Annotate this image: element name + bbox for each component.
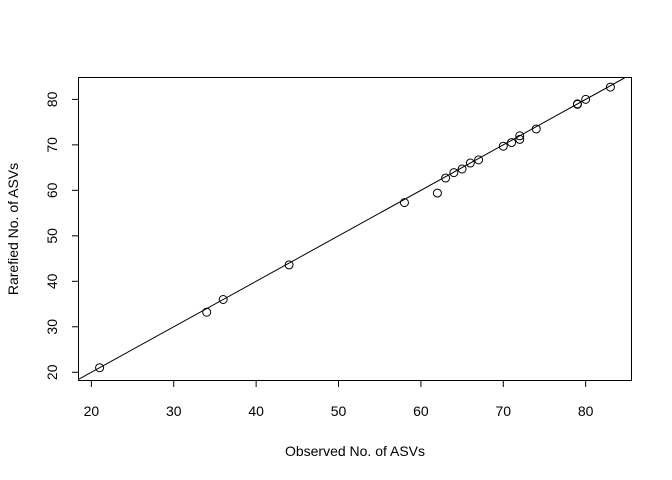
y-tick-label: 40 xyxy=(44,273,60,289)
data-point xyxy=(284,260,294,270)
data-point xyxy=(457,164,467,174)
data-point xyxy=(515,131,525,141)
x-tick-label: 20 xyxy=(84,403,100,419)
points-layer xyxy=(95,82,615,373)
data-point xyxy=(218,294,228,304)
x-tick-label: 50 xyxy=(331,403,347,419)
x-tick-label: 80 xyxy=(578,403,594,419)
reference-line xyxy=(78,77,625,380)
data-point xyxy=(441,173,451,183)
x-axis-label: Observed No. of ASVs xyxy=(285,443,425,459)
data-point xyxy=(399,198,409,208)
data-point xyxy=(202,307,212,317)
data-point xyxy=(465,158,475,168)
y-tick-label: 30 xyxy=(44,319,60,335)
y-tick-label: 50 xyxy=(44,228,60,244)
data-point xyxy=(507,138,517,148)
x-tick-label: 60 xyxy=(413,403,429,419)
data-point xyxy=(515,134,525,144)
y-tick-label: 20 xyxy=(44,364,60,380)
y-tick-label: 60 xyxy=(44,182,60,198)
data-point xyxy=(432,188,442,198)
data-point xyxy=(95,363,105,373)
data-point xyxy=(531,124,541,134)
x-tick-label: 70 xyxy=(496,403,512,419)
data-point xyxy=(449,168,459,178)
y-axis: 20 30 40 50 60 70 80 xyxy=(44,91,79,380)
y-tick-label: 70 xyxy=(44,137,60,153)
y-axis-label: Rarefied No. of ASVs xyxy=(5,163,21,295)
x-tick-label: 30 xyxy=(166,403,182,419)
data-point xyxy=(605,82,615,92)
y-tick-label: 80 xyxy=(44,91,60,107)
x-axis: 20 30 40 50 60 70 80 xyxy=(84,380,594,419)
reference-line-layer xyxy=(78,77,625,380)
data-point xyxy=(474,155,484,165)
data-point xyxy=(498,141,508,151)
data-point xyxy=(572,99,582,109)
plot-frame xyxy=(78,77,632,381)
data-point xyxy=(581,94,591,104)
x-tick-label: 40 xyxy=(248,403,264,419)
